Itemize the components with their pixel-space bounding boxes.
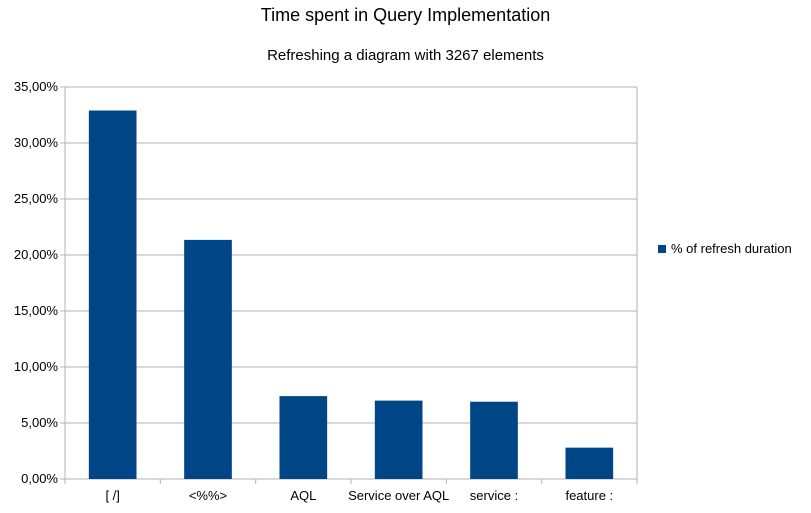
y-tick-label: 15,00% — [14, 303, 59, 318]
chart-subtitle: Refreshing a diagram with 3267 elements — [267, 47, 544, 64]
y-tick-label: 30,00% — [14, 135, 59, 150]
bar — [279, 396, 328, 479]
bar — [88, 110, 137, 480]
y-tick-label: 5,00% — [21, 415, 58, 430]
legend-swatch — [658, 244, 666, 253]
y-tick-label: 35,00% — [14, 79, 59, 94]
y-tick-label: 0,00% — [21, 471, 58, 486]
x-tick-label: [ /] — [105, 488, 119, 503]
x-tick-label: service : — [470, 488, 518, 503]
x-tick-label: feature : — [565, 488, 613, 503]
x-tick-label: AQL — [290, 488, 316, 503]
chart-title: Time spent in Query Implementation — [260, 5, 551, 25]
bar — [565, 447, 614, 479]
x-tick-label: Service over AQL — [348, 488, 449, 503]
bar — [184, 239, 232, 479]
y-tick-label: 10,00% — [14, 359, 59, 374]
legend-label: % of refresh duration — [671, 241, 792, 256]
y-tick-label: 25,00% — [14, 191, 59, 206]
bar — [470, 401, 518, 479]
y-tick-label: 20,00% — [14, 247, 59, 262]
bar — [374, 400, 423, 479]
x-tick-label: <%%> — [189, 488, 227, 503]
legend: % of refresh duration — [658, 241, 792, 256]
